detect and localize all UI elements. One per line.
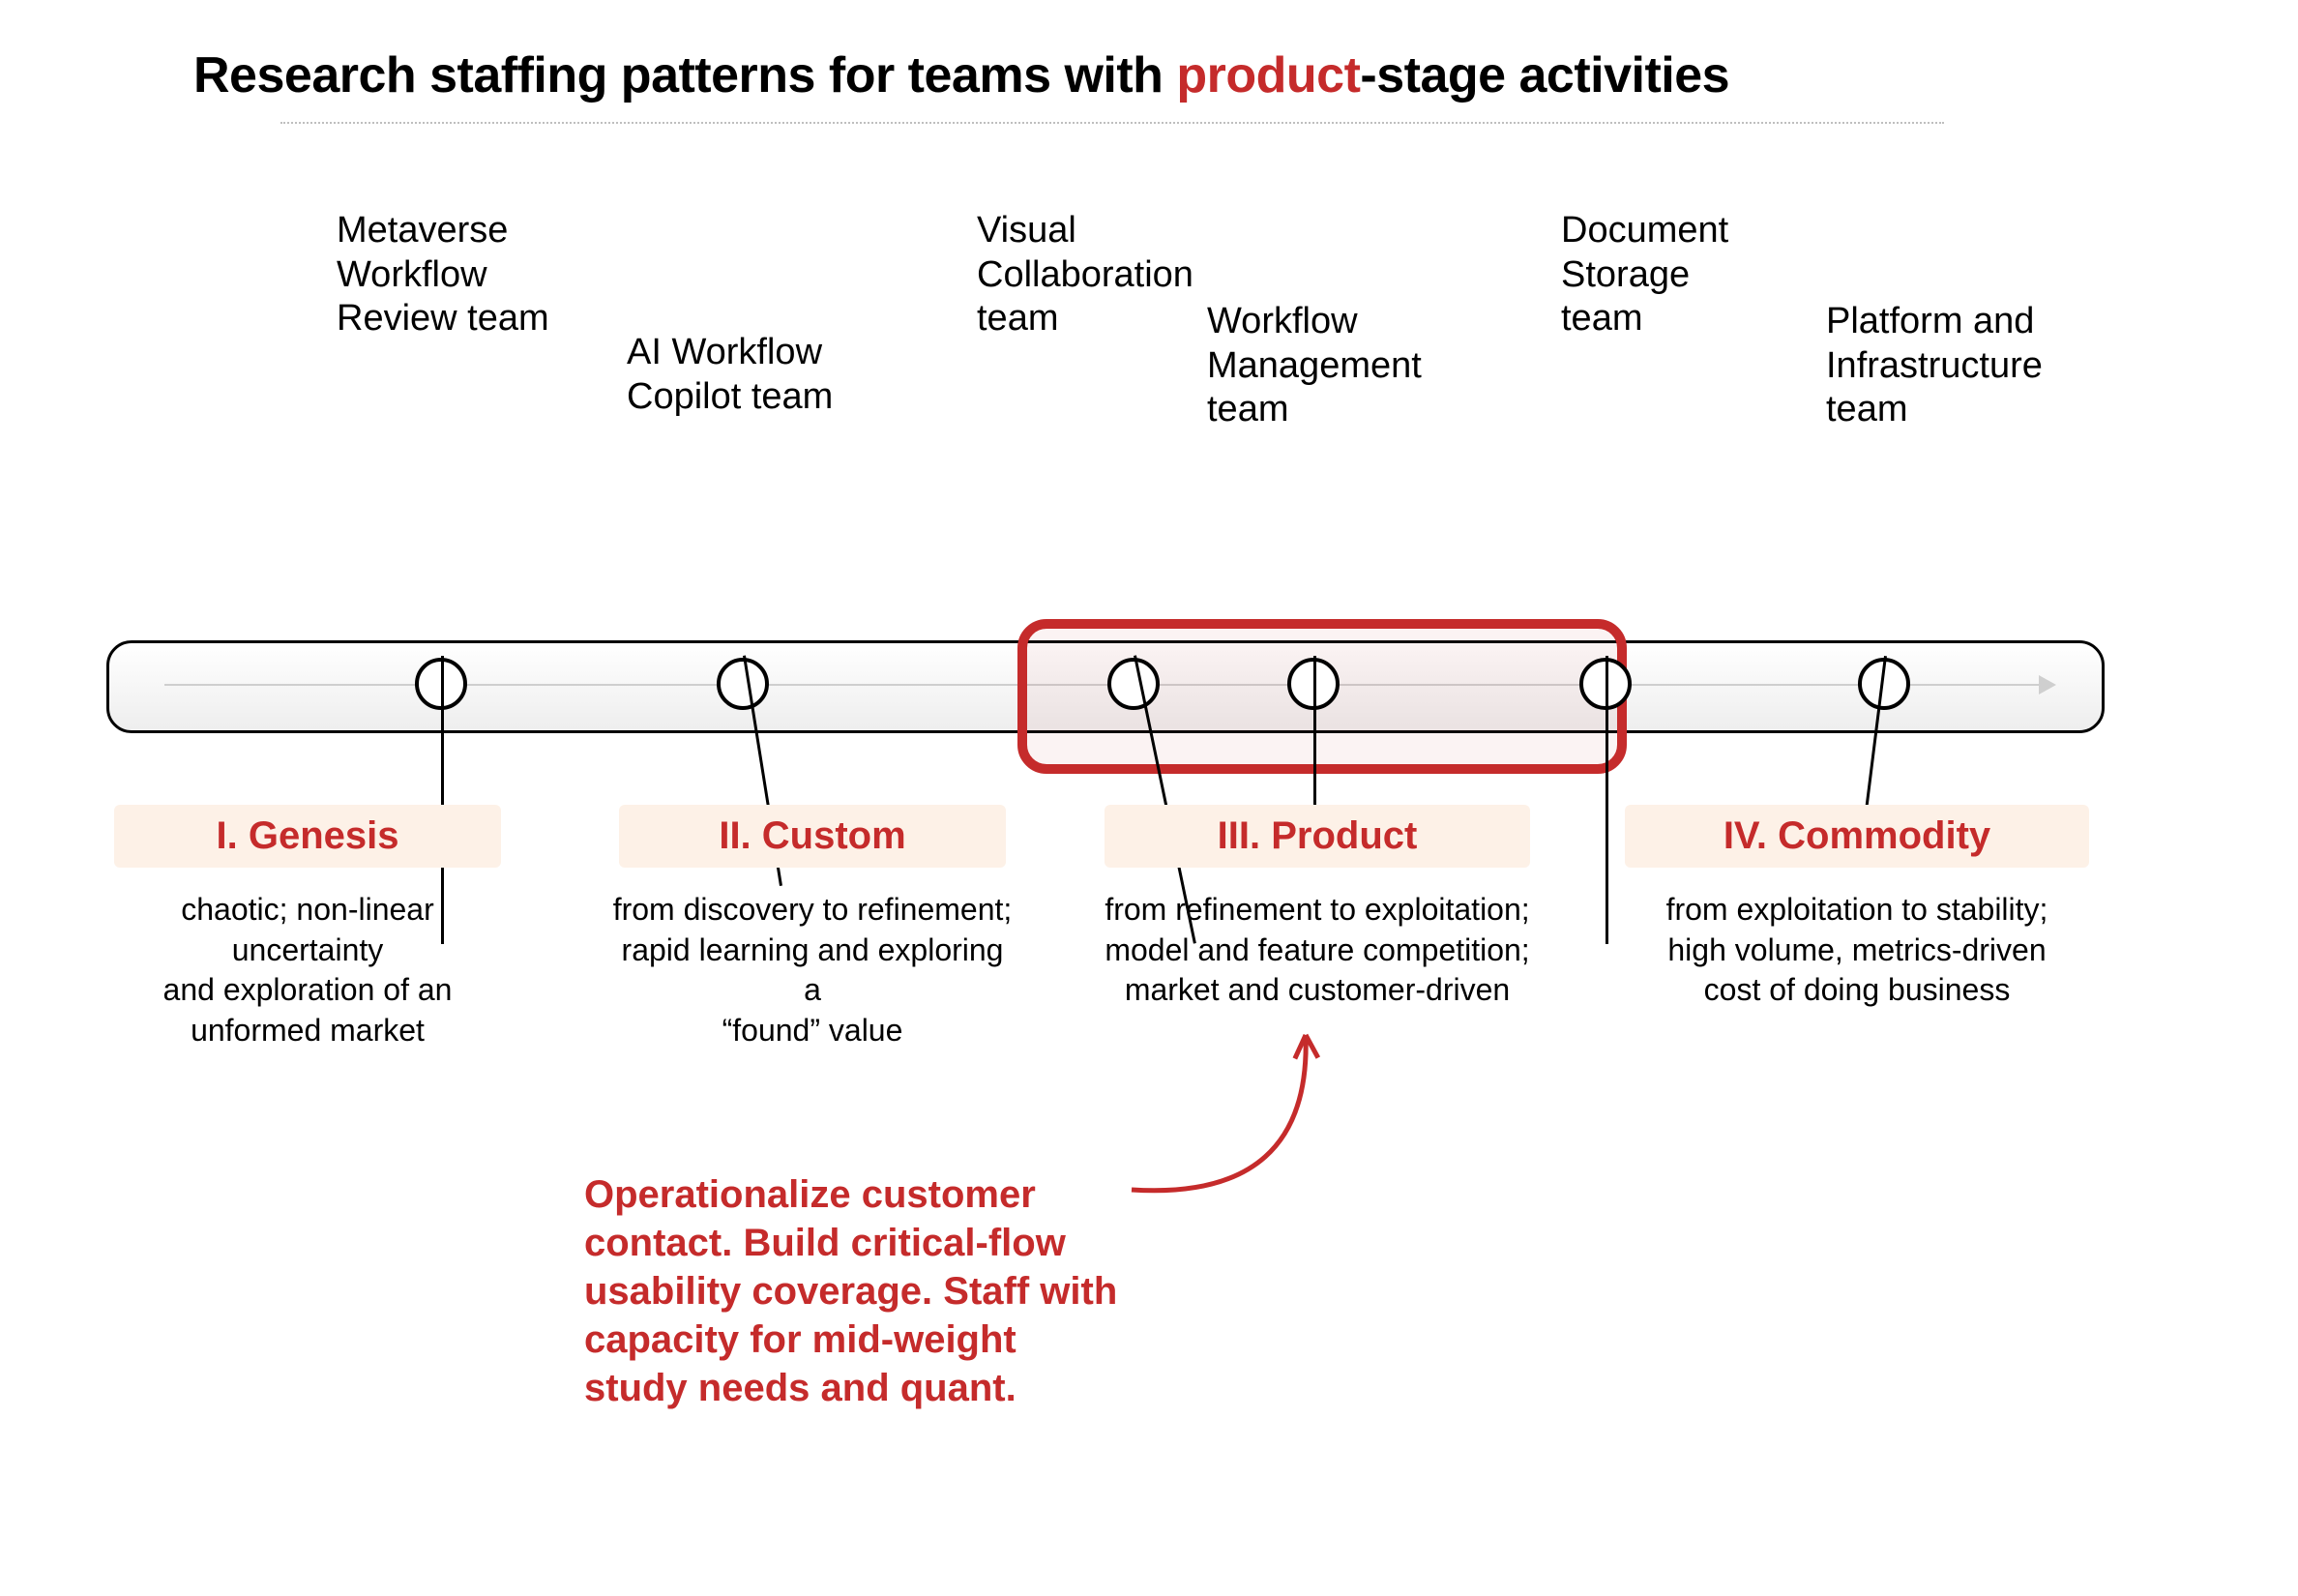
title-underline — [280, 122, 1944, 124]
team-label-workflow: Workflow Management team — [1207, 300, 1422, 432]
team-label-platform: Platform and Infrastructure team — [1826, 300, 2043, 432]
timeline-node-copilot — [717, 658, 769, 710]
stage-pill-commodity: IV. Commodity — [1625, 805, 2089, 868]
stage-pill-product: III. Product — [1105, 805, 1530, 868]
connector-docstore — [1606, 656, 1608, 944]
stage-desc-custom: from discovery to refinement; rapid lear… — [609, 890, 1016, 1050]
diagram-canvas: Research staffing patterns for teams wit… — [0, 0, 2298, 1596]
team-label-visual: Visual Collaboration team — [977, 209, 1193, 341]
team-label-metaverse: Metaverse Workflow Review team — [337, 209, 549, 341]
stage-desc-commodity: from exploitation to stability; high vol… — [1625, 890, 2089, 1011]
team-label-docstore: Document Storage team — [1561, 209, 1728, 341]
stage-pill-genesis: I. Genesis — [114, 805, 501, 868]
timeline-node-visual — [1107, 658, 1160, 710]
stage-desc-genesis: chaotic; non-linear uncertainty and expl… — [124, 890, 491, 1050]
stage-desc-product: from refinement to exploitation; model a… — [1083, 890, 1551, 1011]
timeline-arrowhead — [2039, 675, 2056, 695]
callout-text: Operationalize customer contact. Build c… — [584, 1170, 1117, 1412]
stage-pill-custom: II. Custom — [619, 805, 1006, 868]
page-title: Research staffing patterns for teams wit… — [193, 46, 1729, 104]
team-label-copilot: AI Workflow Copilot team — [627, 331, 833, 419]
